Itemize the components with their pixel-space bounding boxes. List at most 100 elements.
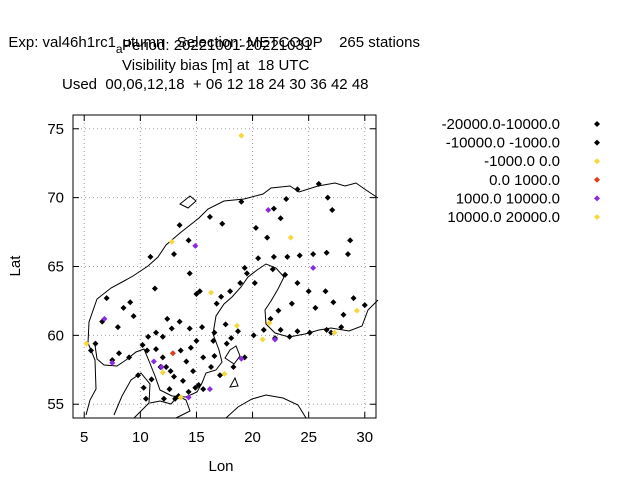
station-marker [145,333,152,340]
x-tick-label: 25 [300,429,317,446]
station-marker [315,180,322,187]
station-marker [186,270,193,277]
station-marker [168,325,175,332]
station-marker [208,364,215,371]
station-marker [159,369,166,376]
station-marker [296,252,303,259]
station-marker [270,205,277,212]
station-marker [347,237,354,244]
station-marker [243,270,250,277]
station-marker [148,376,155,383]
y-tick-label: 75 [47,121,64,138]
station-marker [199,324,206,331]
title-line-1: Exp: val46h1rc1autumn Selection: METCOOP… [0,17,420,56]
x-axis-label: Lon [208,458,233,475]
station-marker [159,354,166,361]
station-marker [294,186,301,193]
station-marker [259,336,266,343]
legend-marker [594,195,600,202]
station-marker [206,213,213,220]
station-marker [192,242,199,249]
station-marker [277,215,284,222]
station-marker [168,238,175,245]
station-marker [171,373,177,380]
station-marker [160,395,167,402]
station-marker [328,329,335,336]
station-marker [228,335,235,342]
station-marker [167,368,174,375]
title-exp-subscript: a [115,42,123,56]
station-marker [230,364,237,371]
station-marker [283,196,290,203]
station-marker [350,295,357,302]
legend-label: -1000.0 0.0 [484,153,560,170]
station-marker [177,347,184,354]
station-marker [310,264,317,271]
station-marker [241,264,248,271]
station-marker [330,299,337,306]
y-axis-label: Lat [7,255,24,277]
station-marker [153,346,160,353]
x-tick-label: 30 [356,429,373,446]
station-marker [322,288,329,295]
station-marker [344,251,351,258]
station-marker [237,280,244,287]
station-marker [267,315,274,322]
y-tick-label: 65 [47,259,64,276]
station-marker [286,333,293,340]
station-marker [130,313,137,320]
station-marker [193,291,200,298]
station-marker [329,207,336,214]
title-used: Used 00,06,12,18 + 06 12 18 24 30 36 42 … [62,76,369,93]
station-marker [353,307,360,314]
station-marker [288,300,295,307]
station-marker [282,271,289,278]
station-marker [142,395,149,402]
title-period: Period: 20221001-20221031 [122,37,313,54]
station-marker [277,326,284,333]
station-marker [195,381,202,388]
station-marker [331,329,338,336]
station-marker [284,253,291,260]
y-tick-label: 55 [47,396,64,413]
station-marker [227,288,234,295]
station-marker [217,372,224,379]
station-marker [183,358,190,365]
station-marker [190,368,197,375]
axis-ticks: 5 10 15 20 25 30 55 60 65 70 75 [47,115,376,446]
station-marker [238,132,245,139]
legend-label: 10000.0 20000.0 [447,209,560,226]
station-marker [306,329,313,336]
station-marker [114,324,121,331]
station-marker [185,388,192,395]
station-marker [177,394,184,401]
legend-marker [594,139,600,146]
title-exp: Exp: val46h1rc1 [8,34,116,51]
legend-label: -10000.0 -1000.0 [446,135,560,152]
station-marker [135,372,142,379]
station-marker [305,288,312,295]
station-marker [151,285,158,292]
y-tick-label: 70 [47,190,64,207]
station-marker [185,237,192,244]
legend: -20000.0-10000.0 -10000.0 -1000.0-1000.0 … [442,116,600,226]
x-tick-label: 10 [132,429,149,446]
station-marker [269,266,276,273]
title-selection: utumn Selection: METCOOP 265 stations [122,34,420,51]
legend-label: 0.0 1000.0 [489,172,560,189]
station-marker [127,299,134,306]
station-marker [223,340,230,347]
station-marker [324,194,331,201]
station-marker [218,293,225,300]
station-marker [270,253,277,260]
station-marker [200,386,207,393]
station-marker [176,318,183,325]
station-marker [338,324,345,331]
station-marker [252,224,259,231]
station-marker [264,234,271,241]
station-marker [238,355,245,362]
station-marker [310,251,317,258]
station-marker [126,354,133,361]
station-marker [200,354,207,361]
